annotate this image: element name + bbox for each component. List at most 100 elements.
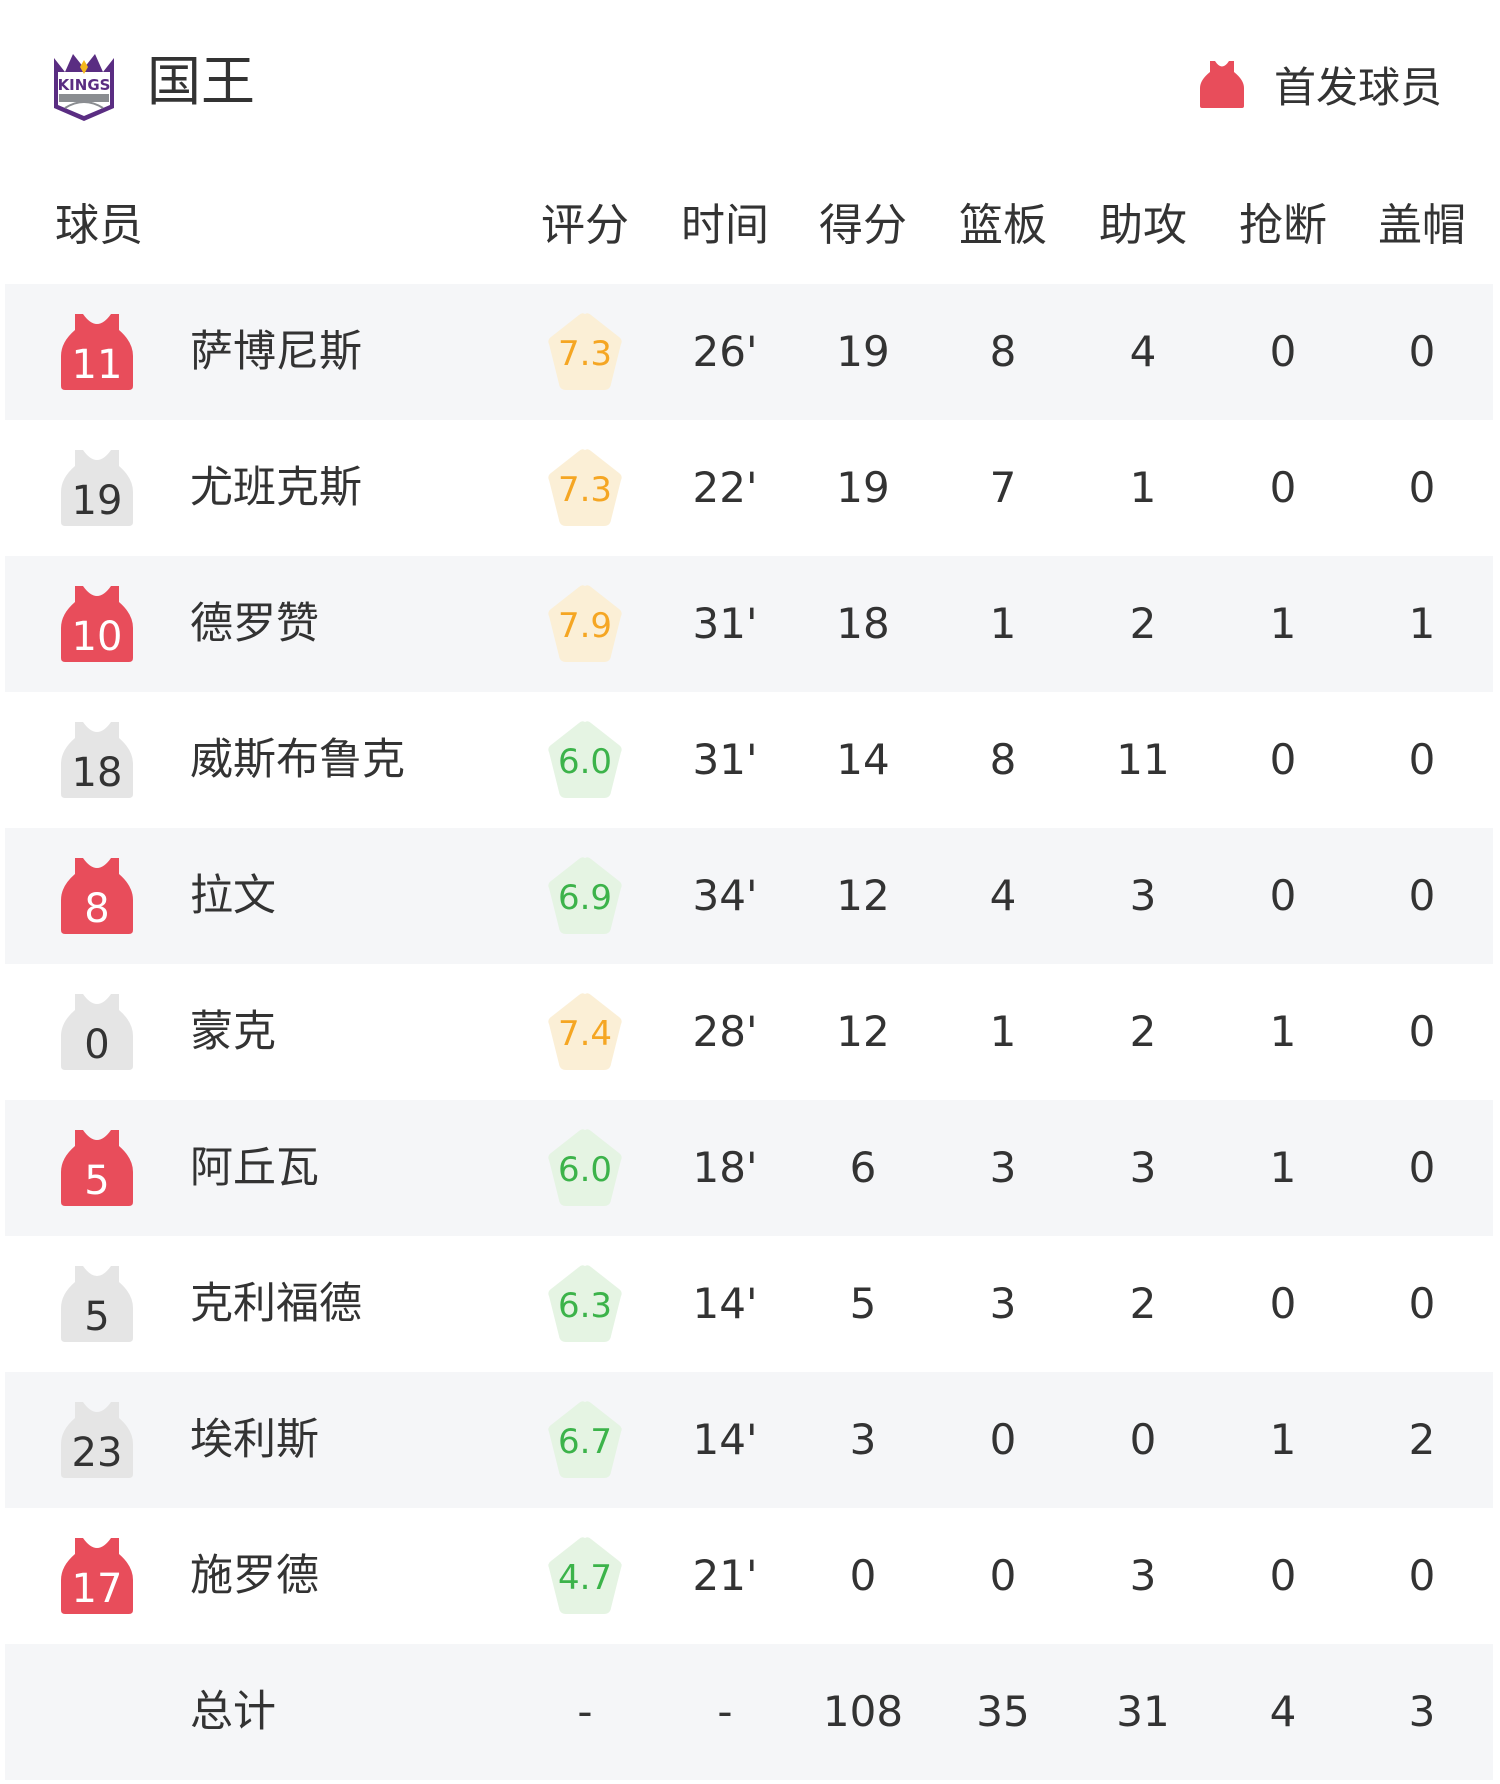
stat-stl: 0 <box>1269 463 1297 512</box>
stat-min: 26' <box>692 327 758 376</box>
stat-reb: 3 <box>989 1143 1017 1192</box>
stat-blk: 0 <box>1408 735 1436 784</box>
stat-reb: 0 <box>989 1551 1017 1600</box>
rating-value: 6.0 <box>557 742 613 782</box>
col-minutes[interactable]: 时间 <box>681 200 769 251</box>
table-row[interactable]: 23 埃利斯 6.7 14' 3 0 0 1 2 <box>5 1372 1493 1508</box>
stat-blk: 3 <box>1408 1687 1436 1736</box>
rating-badge: 7.3 <box>543 446 627 530</box>
total-rating: - <box>577 1687 593 1736</box>
stat-stl: 4 <box>1269 1687 1297 1736</box>
player-name[interactable]: 施罗德 <box>190 1551 319 1601</box>
player-name[interactable]: 萨博尼斯 <box>190 327 362 377</box>
player-name[interactable]: 尤班克斯 <box>190 463 362 513</box>
stat-ast: 3 <box>1129 1143 1157 1192</box>
rating-badge: 4.7 <box>543 1534 627 1618</box>
team-header: KINGS 国王 首发球员 <box>0 0 1500 160</box>
stat-blk: 0 <box>1408 1279 1436 1328</box>
rating-badge: 7.4 <box>543 990 627 1074</box>
col-steals[interactable]: 抢断 <box>1239 200 1327 251</box>
stat-reb: 8 <box>989 735 1017 784</box>
table-row[interactable]: 8 拉文 6.9 34' 12 4 3 0 0 <box>5 828 1493 964</box>
stat-blk: 0 <box>1408 1143 1436 1192</box>
rating-value: 4.7 <box>557 1558 613 1598</box>
stat-reb: 3 <box>989 1279 1017 1328</box>
player-name[interactable]: 蒙克 <box>190 1007 276 1057</box>
stat-ast: 3 <box>1129 871 1157 920</box>
player-name[interactable]: 阿丘瓦 <box>190 1143 319 1193</box>
player-name[interactable]: 克利福德 <box>190 1279 362 1329</box>
bench-jersey-icon: 19 <box>61 450 133 526</box>
stat-pts: 0 <box>849 1551 877 1600</box>
stat-min: 31' <box>692 599 758 648</box>
table-row[interactable]: 19 尤班克斯 7.3 22' 19 7 1 0 0 <box>5 420 1493 556</box>
stat-stl: 0 <box>1269 871 1297 920</box>
table-row[interactable]: 0 蒙克 7.4 28' 12 1 2 1 0 <box>5 964 1493 1100</box>
stat-pts: 19 <box>836 327 890 376</box>
jersey-number: 5 <box>84 1294 110 1340</box>
stat-reb: 8 <box>989 327 1017 376</box>
rating-badge: 7.9 <box>543 582 627 666</box>
col-rating[interactable]: 评分 <box>541 200 629 251</box>
stat-min: 34' <box>692 871 758 920</box>
player-name[interactable]: 德罗赞 <box>190 599 319 649</box>
table-row[interactable]: 18 威斯布鲁克 6.0 31' 14 8 11 0 0 <box>5 692 1493 828</box>
stat-pts: 12 <box>836 1007 890 1056</box>
col-assists[interactable]: 助攻 <box>1099 200 1187 251</box>
jersey-icon <box>1200 61 1244 108</box>
starter-jersey-icon: 5 <box>61 1130 133 1206</box>
col-points[interactable]: 得分 <box>819 200 907 251</box>
stat-ast: 2 <box>1129 599 1157 648</box>
stat-ast: 31 <box>1116 1687 1170 1736</box>
stat-reb: 35 <box>976 1687 1030 1736</box>
table-row[interactable]: 5 克利福德 6.3 14' 5 3 2 0 0 <box>5 1236 1493 1372</box>
jersey-number: 8 <box>84 886 110 932</box>
table-row[interactable]: 17 施罗德 4.7 21' 0 0 3 0 0 <box>5 1508 1493 1644</box>
rating-value: 6.0 <box>557 1150 613 1190</box>
stat-min: 14' <box>692 1415 758 1464</box>
stat-blk: 0 <box>1408 463 1436 512</box>
jersey-number: 23 <box>71 1430 123 1476</box>
table-row[interactable]: 10 德罗赞 7.9 31' 18 1 2 1 1 <box>5 556 1493 692</box>
stat-min: 21' <box>692 1551 758 1600</box>
rating-badge: 6.7 <box>543 1398 627 1482</box>
jersey-number: 0 <box>84 1022 110 1068</box>
bench-jersey-icon: 0 <box>61 994 133 1070</box>
stat-pts: 6 <box>849 1143 877 1192</box>
bench-jersey-icon: 23 <box>61 1402 133 1478</box>
rating-badge: 6.0 <box>543 1126 627 1210</box>
jersey-number: 5 <box>84 1158 110 1204</box>
stat-pts: 18 <box>836 599 890 648</box>
col-blocks[interactable]: 盖帽 <box>1378 200 1466 251</box>
rating-badge: 7.3 <box>543 310 627 394</box>
bench-jersey-icon: 5 <box>61 1266 133 1342</box>
stat-stl: 0 <box>1269 1279 1297 1328</box>
stat-blk: 0 <box>1408 1007 1436 1056</box>
stat-ast: 11 <box>1116 735 1170 784</box>
stat-ast: 2 <box>1129 1007 1157 1056</box>
stat-blk: 0 <box>1408 871 1436 920</box>
stat-pts: 3 <box>849 1415 877 1464</box>
column-headers: 球员 评分 时间 得分 篮板 助攻 抢断 盖帽 <box>0 196 1500 256</box>
starter-legend: 首发球员 <box>1200 58 1442 112</box>
stat-reb: 1 <box>989 599 1017 648</box>
jersey-number: 11 <box>71 342 123 388</box>
rating-value: 7.3 <box>557 470 613 510</box>
col-rebounds[interactable]: 篮板 <box>959 200 1047 251</box>
table-row[interactable]: 5 阿丘瓦 6.0 18' 6 3 3 1 0 <box>5 1100 1493 1236</box>
player-name[interactable]: 威斯布鲁克 <box>190 735 405 785</box>
stat-stl: 1 <box>1269 1007 1297 1056</box>
stat-blk: 2 <box>1408 1415 1436 1464</box>
starter-jersey-icon: 11 <box>61 314 133 390</box>
player-name[interactable]: 埃利斯 <box>190 1415 319 1465</box>
stat-reb: 7 <box>989 463 1017 512</box>
player-name[interactable]: 拉文 <box>190 871 276 921</box>
stat-stl: 1 <box>1269 1415 1297 1464</box>
stat-stl: 0 <box>1269 735 1297 784</box>
legend-label: 首发球员 <box>1274 62 1443 112</box>
stat-min: 31' <box>692 735 758 784</box>
rating-badge: 6.0 <box>543 718 627 802</box>
table-row[interactable]: 11 萨博尼斯 7.3 26' 19 8 4 0 0 <box>5 284 1493 420</box>
totals-row: 总计 - - 108 35 31 4 3 <box>5 1644 1493 1780</box>
rating-value: 7.3 <box>557 334 613 374</box>
